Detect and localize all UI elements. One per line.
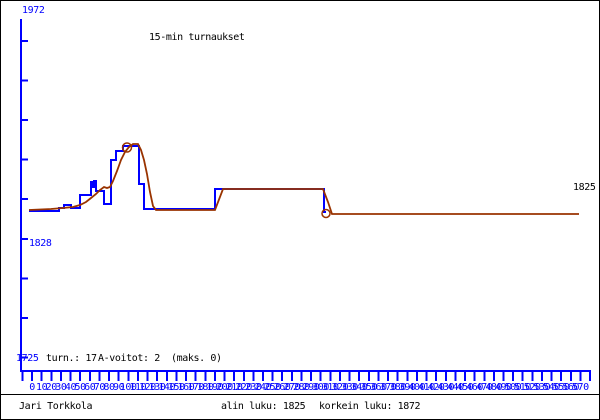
x-tick-label: 150 bbox=[167, 382, 185, 393]
x-tick-label: 310 bbox=[321, 382, 339, 393]
x-tick-label: 50 bbox=[74, 382, 86, 393]
x-tick-label: 190 bbox=[206, 382, 224, 393]
x-tick-label: 120 bbox=[139, 382, 156, 393]
x-tick-label: 370 bbox=[379, 382, 397, 393]
x-tick-label: 260 bbox=[273, 382, 291, 393]
x-tick-label: 270 bbox=[283, 382, 301, 393]
low-marker bbox=[321, 208, 331, 219]
x-tick-label: 40 bbox=[64, 382, 77, 393]
chart-title: 15-min turnaukset bbox=[149, 32, 245, 43]
x-tick-label: 330 bbox=[341, 382, 358, 393]
x-tick-label: 520 bbox=[523, 382, 541, 393]
x-tick-label: 230 bbox=[244, 382, 262, 393]
x-tick-label: 300 bbox=[312, 382, 330, 393]
x-tick-label: 280 bbox=[292, 382, 310, 393]
x-tick-label: 100 bbox=[119, 382, 137, 393]
x-tick-label: 420 bbox=[427, 382, 445, 393]
x-tick-label: 350 bbox=[360, 382, 378, 393]
peak-marker bbox=[121, 142, 133, 153]
x-tick-label: 220 bbox=[235, 382, 253, 393]
x-tick-label: 510 bbox=[514, 382, 532, 393]
x-tick-label: 80 bbox=[103, 382, 115, 393]
x-tick-label: 480 bbox=[485, 382, 503, 393]
x-tick-label: 170 bbox=[187, 382, 204, 393]
x-tick-label: 540 bbox=[543, 382, 560, 393]
x-tick-label: 90 bbox=[112, 382, 125, 393]
y-axis-min-label: 1725 bbox=[16, 353, 39, 364]
final-value-label: 1825 bbox=[573, 182, 596, 193]
highest-value-label: korkein luku: 1872 bbox=[319, 401, 421, 412]
x-tick-label: 30 bbox=[55, 382, 67, 393]
x-tick-label: 360 bbox=[369, 382, 387, 393]
x-tick-label: 60 bbox=[84, 382, 96, 393]
player-name: Jari Torkkola bbox=[19, 401, 93, 412]
x-tick-label: 450 bbox=[456, 382, 474, 393]
x-tick-label: 490 bbox=[494, 382, 512, 393]
x-tick-label: 200 bbox=[215, 382, 233, 393]
x-tick-label: 240 bbox=[254, 382, 272, 393]
x-tick-label: 430 bbox=[437, 382, 455, 393]
x-tick-label: 400 bbox=[408, 382, 426, 393]
x-tick-label: 560 bbox=[562, 382, 580, 393]
x-tick-label: 180 bbox=[196, 382, 214, 393]
status-bar: Jari Torkkola alin luku: 1825 korkein lu… bbox=[1, 394, 599, 419]
x-tick-label: 340 bbox=[350, 382, 368, 393]
x-tick-label: 130 bbox=[148, 382, 166, 393]
x-tick-label: 380 bbox=[389, 382, 406, 393]
x-tick-label: 390 bbox=[398, 382, 416, 393]
a-wins-label: A-voitot: 2 bbox=[98, 353, 160, 364]
lowest-value-label: alin luku: 1825 bbox=[221, 401, 306, 412]
x-tick-label: 160 bbox=[177, 382, 195, 393]
x-tick-label: 320 bbox=[331, 382, 349, 393]
x-tick-label: 460 bbox=[466, 382, 483, 393]
y-axis-mid-label: 1828 bbox=[29, 238, 52, 249]
x-tick-label: 70 bbox=[93, 382, 106, 393]
y-axis-max-label: 1972 bbox=[22, 5, 45, 16]
x-tick-label: 290 bbox=[302, 382, 320, 393]
x-tick-label: 0 bbox=[29, 382, 35, 393]
series-rating-steps bbox=[29, 145, 326, 213]
x-tick-label: 470 bbox=[475, 382, 493, 393]
x-tick-label: 530 bbox=[533, 382, 551, 393]
x-tick-label: 20 bbox=[45, 382, 58, 393]
x-tick-label: 500 bbox=[504, 382, 522, 393]
x-tick-label: 10 bbox=[35, 382, 48, 393]
x-tick-label: 250 bbox=[264, 382, 281, 393]
x-tick-label: 440 bbox=[446, 382, 464, 393]
x-tick-label: 570 bbox=[571, 382, 589, 393]
x-tick-label: 550 bbox=[552, 382, 570, 393]
x-tick-label: 110 bbox=[129, 382, 147, 393]
maks-label: (maks. 0) bbox=[171, 353, 222, 364]
chart-canvas bbox=[20, 19, 592, 381]
x-tick-label: 410 bbox=[417, 382, 435, 393]
tournament-count-label: turn.: 17 bbox=[46, 353, 97, 364]
x-tick-label: 210 bbox=[225, 382, 243, 393]
x-tick-label: 140 bbox=[158, 382, 176, 393]
